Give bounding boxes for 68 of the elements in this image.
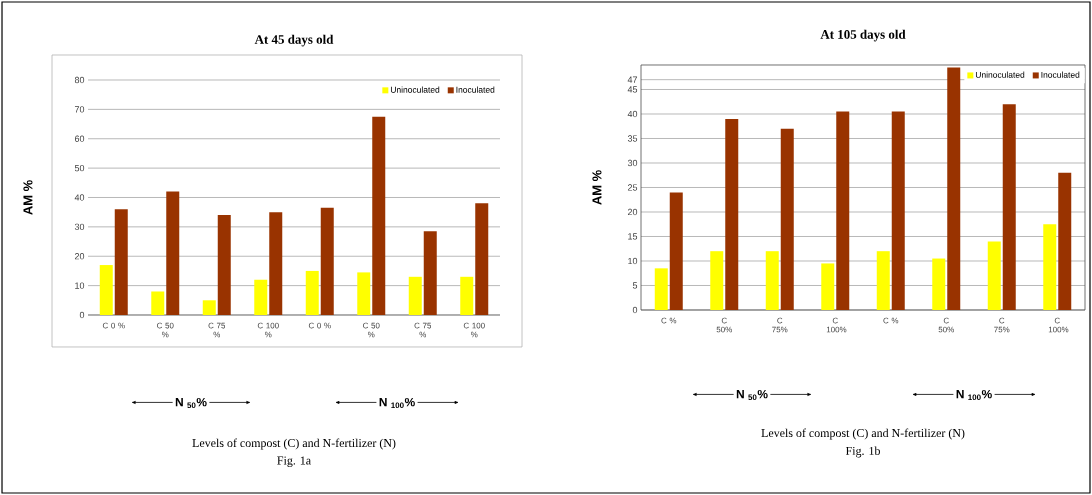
x-axis-title: Levels of compost (C) and N-fertilizer (N) [761, 428, 965, 440]
bar [891, 111, 905, 310]
legend-label: Uninoculated [390, 86, 440, 93]
y-tick-label: 20 [627, 208, 638, 216]
y-tick-label: 60 [74, 135, 85, 142]
bar [114, 209, 128, 315]
y-tick-label: 70 [74, 106, 85, 113]
bar [475, 203, 489, 315]
bar [836, 111, 850, 310]
bar [1002, 104, 1016, 310]
y-tick-label: 25 [627, 184, 638, 191]
y-tick-label: 40 [627, 110, 638, 118]
y-tick-label: 0 [632, 306, 638, 314]
bar [254, 279, 268, 315]
legend-label: Uninoculated [975, 71, 1025, 78]
bar [1043, 224, 1057, 310]
bar [99, 265, 113, 315]
bar [780, 128, 794, 310]
y-axis-title: AM % [592, 170, 602, 205]
y-tick-label: 50 [74, 164, 85, 172]
y-tick-label: 40 [74, 194, 85, 201]
y-tick-label: 20 [74, 253, 85, 260]
legend-label: Inoculated [456, 86, 495, 93]
bar [305, 270, 319, 315]
y-tick-label: 30 [627, 159, 638, 167]
y-tick-label: 80 [74, 76, 85, 84]
caption: Fig. 1a [277, 456, 311, 467]
bar [932, 258, 946, 310]
bar [217, 215, 231, 315]
y-tick-label: 15 [628, 233, 638, 240]
legend-label: Inoculated [1041, 71, 1080, 78]
text: N $_{100}$% [379, 397, 415, 409]
bar [372, 116, 386, 315]
y-tick-label: 0 [79, 311, 85, 319]
y-tick-label: 10 [628, 257, 638, 265]
y-tick-label: 30 [74, 223, 85, 231]
chart-title: At 105 days old [820, 29, 906, 42]
text: N $_{100}$% [956, 389, 992, 401]
bar [947, 67, 961, 310]
bar [1058, 172, 1072, 310]
chart-title: At 45 days old [254, 34, 334, 47]
y-axis-title: AM % [23, 180, 33, 215]
bar [357, 272, 371, 315]
bar [725, 118, 739, 310]
bar [876, 251, 890, 310]
bar [151, 291, 165, 315]
bar [821, 263, 835, 310]
bar [669, 192, 683, 310]
y-tick-label: 47 [627, 76, 638, 83]
bar [408, 276, 422, 315]
y-tick-label: 10 [75, 282, 85, 289]
bar [320, 207, 334, 315]
text: N $_{50}$% [175, 397, 207, 409]
bar [269, 212, 283, 315]
bar [460, 276, 474, 315]
x-axis-title: Levels of compost (C) and N-fertilizer (N) [192, 438, 396, 450]
caption: Fig. 1b [845, 446, 880, 458]
y-tick-label: 45 [627, 86, 638, 93]
y-tick-label: 35 [627, 135, 638, 142]
bar [710, 251, 724, 310]
bar [423, 231, 437, 315]
text: N $_{50}$% [736, 389, 768, 401]
bar [654, 268, 668, 310]
y-tick-label: 5 [632, 282, 638, 289]
bar [987, 241, 1001, 310]
bar [166, 191, 180, 315]
bar [765, 251, 779, 310]
bar [202, 300, 216, 315]
